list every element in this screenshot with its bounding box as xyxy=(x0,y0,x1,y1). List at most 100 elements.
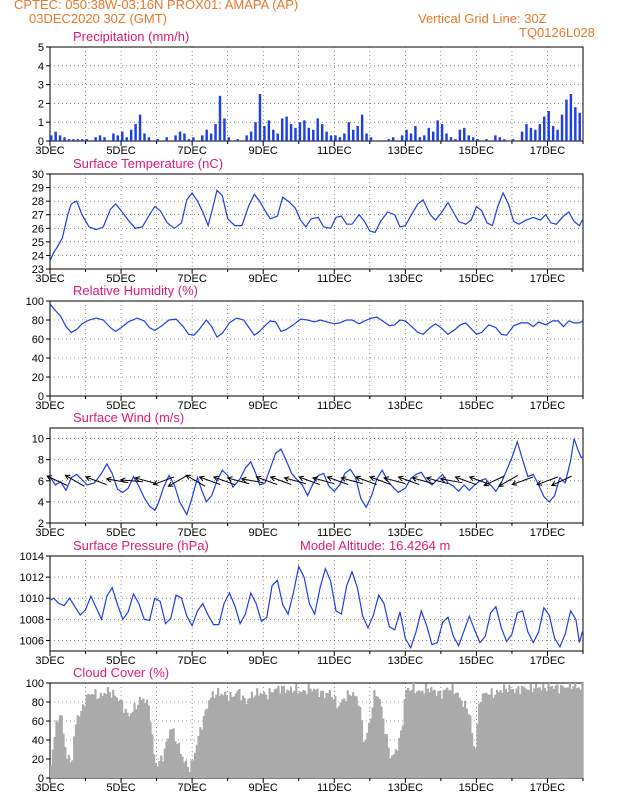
x-tick-label: 13DEC xyxy=(388,273,424,285)
y-tick-label: 60 xyxy=(32,716,44,728)
cloud-bar xyxy=(385,734,388,778)
precip-bar xyxy=(245,135,248,141)
precip-bar xyxy=(249,131,253,141)
x-tick-label: 3DEC xyxy=(35,527,64,539)
cloud-bar xyxy=(161,761,165,778)
cloud-bar xyxy=(284,693,287,778)
x-tick-label: 9DEC xyxy=(249,400,278,412)
cloud-bar xyxy=(122,712,126,778)
wind-vector-head xyxy=(212,475,219,482)
cloud-bar xyxy=(204,709,207,778)
precip-bar xyxy=(578,112,582,141)
cloud-bar xyxy=(574,683,577,778)
wind-vector xyxy=(153,476,175,486)
x-tick-label: 5DEC xyxy=(106,527,135,539)
cloud-bar xyxy=(83,706,86,778)
cloud-bar xyxy=(497,691,500,778)
cloud-bar xyxy=(408,691,412,778)
precip-bar xyxy=(129,129,133,141)
cloud-bar xyxy=(403,699,406,778)
y-tick-label: 26 xyxy=(32,223,44,235)
cloud-bar xyxy=(282,685,285,778)
cloud-bar xyxy=(330,697,333,778)
x-tick-label: 3DEC xyxy=(35,273,64,285)
cloud-bar xyxy=(415,691,419,778)
cloud-bar xyxy=(538,687,541,778)
cloud-bar xyxy=(479,701,483,778)
cloud-bar xyxy=(575,688,579,778)
cloud-bar xyxy=(316,688,319,778)
cloud-bar xyxy=(336,708,339,778)
cloud-bar xyxy=(483,693,486,778)
wind-vector xyxy=(426,477,449,485)
cloud-bar xyxy=(368,722,371,778)
cloud-bar xyxy=(490,688,493,778)
cloud-bar xyxy=(94,689,97,778)
precip-bar xyxy=(307,127,311,141)
x-tick-label: 3DEC xyxy=(35,400,64,412)
cloud-bar xyxy=(513,693,516,778)
cloud-bar xyxy=(215,694,218,778)
cloud-bar xyxy=(511,688,515,778)
precip-bar xyxy=(50,135,53,141)
wind-vector xyxy=(135,477,157,485)
cloud-bar xyxy=(234,693,237,778)
wind-vector xyxy=(199,476,221,486)
cloud-bar xyxy=(494,694,497,778)
cloud-bar xyxy=(508,684,511,778)
y-tick-label: 40 xyxy=(32,735,44,747)
cloud-bar xyxy=(124,708,127,778)
wind-vector-head xyxy=(119,477,126,484)
x-tick-label: 9DEC xyxy=(249,655,278,667)
y-tick-label: 24 xyxy=(32,250,44,262)
header-model-code: TQ0126L028 xyxy=(519,25,595,40)
precip-bar xyxy=(227,137,231,141)
cloud-bar xyxy=(495,689,499,778)
cloud-bar xyxy=(176,744,179,778)
cloud-bar xyxy=(218,695,221,778)
cloud-bar xyxy=(201,729,204,778)
precip-bar xyxy=(560,114,564,141)
cloud-bar xyxy=(556,684,559,778)
cloud-bar xyxy=(208,700,211,778)
cloud-bar xyxy=(137,704,140,778)
x-tick-label: 17DEC xyxy=(530,273,566,285)
cloud-bar xyxy=(426,688,429,778)
precip-bar xyxy=(423,135,426,141)
precip-bar xyxy=(338,137,342,141)
cloud-bar xyxy=(78,716,81,778)
cloud-bar xyxy=(549,686,552,778)
y-tick-label: 1008 xyxy=(20,614,44,626)
precip-bar xyxy=(534,129,537,141)
cloud-bar xyxy=(62,733,65,778)
precip-bar xyxy=(187,139,191,141)
precip-bar xyxy=(503,139,506,141)
y-tick-label: 100 xyxy=(26,296,44,308)
panel-title: Cloud Cover (%) xyxy=(73,665,169,680)
cloud-bar xyxy=(524,688,527,778)
y-tick-label: 1010 xyxy=(20,593,44,605)
cloud-bar xyxy=(359,706,362,778)
precip-bar xyxy=(320,124,324,141)
cloud-bar xyxy=(169,729,172,778)
y-tick-label: 2 xyxy=(38,98,44,110)
precip-bar xyxy=(569,94,573,141)
y-tick-label: 1012 xyxy=(20,572,44,584)
wind-vector-head xyxy=(536,480,543,486)
precip-bar xyxy=(467,135,470,141)
cloud-bar xyxy=(113,695,117,778)
cloud-bar xyxy=(476,723,479,778)
cloud-bar xyxy=(247,698,250,778)
y-tick-label: 25 xyxy=(32,237,44,249)
cloud-bar xyxy=(442,690,445,778)
y-tick-label: 0 xyxy=(38,773,44,785)
precip-bar xyxy=(98,135,102,141)
cloud-bar xyxy=(314,689,317,778)
cloud-bar xyxy=(129,713,133,778)
x-tick-label: 11DEC xyxy=(317,782,352,794)
precip-bar xyxy=(529,127,533,141)
wind-vector xyxy=(398,476,420,486)
cloud-bar xyxy=(133,703,136,778)
wind-vector-head xyxy=(354,475,361,482)
wind-vector xyxy=(227,477,250,485)
